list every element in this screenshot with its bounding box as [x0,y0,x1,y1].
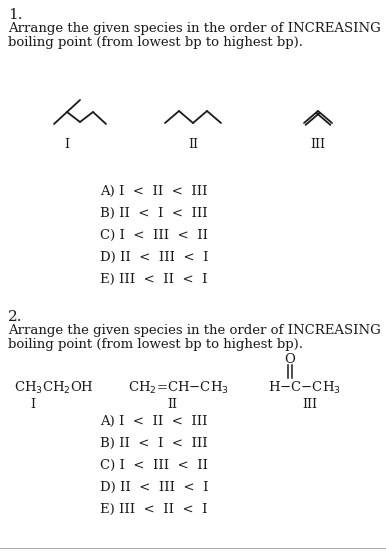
Text: B) II  <  I  <  III: B) II < I < III [100,207,208,220]
Text: D) II  <  III  <  I: D) II < III < I [100,251,208,264]
Text: CH$_3$CH$_2$OH: CH$_3$CH$_2$OH [14,380,94,396]
Text: II: II [188,138,198,151]
Text: Arrange the given species in the order of INCREASING: Arrange the given species in the order o… [8,324,381,337]
Text: Arrange the given species in the order of INCREASING: Arrange the given species in the order o… [8,22,381,35]
Text: H$-$C$-$CH$_3$: H$-$C$-$CH$_3$ [268,380,341,396]
Text: boiling point (from lowest bp to highest bp).: boiling point (from lowest bp to highest… [8,36,303,49]
Text: C) I  <  III  <  II: C) I < III < II [100,459,208,472]
Text: III: III [303,398,318,411]
Text: D) II  <  III  <  I: D) II < III < I [100,481,208,494]
Text: I: I [30,398,36,411]
Text: E) III  <  II  <  I: E) III < II < I [100,273,208,286]
Text: A) I  <  II  <  III: A) I < II < III [100,185,208,198]
Text: I: I [64,138,69,151]
Text: O: O [284,353,295,366]
Text: II: II [167,398,177,411]
Text: 2.: 2. [8,310,22,324]
Text: CH$_2$=CH$-$CH$_3$: CH$_2$=CH$-$CH$_3$ [128,380,229,396]
Text: A) I  <  II  <  III: A) I < II < III [100,415,208,428]
Text: boiling point (from lowest bp to highest bp).: boiling point (from lowest bp to highest… [8,338,303,351]
Text: E) III  <  II  <  I: E) III < II < I [100,503,208,516]
Text: III: III [310,138,325,151]
Text: C) I  <  III  <  II: C) I < III < II [100,229,208,242]
Text: B) II  <  I  <  III: B) II < I < III [100,437,208,450]
Text: 1.: 1. [8,8,22,22]
